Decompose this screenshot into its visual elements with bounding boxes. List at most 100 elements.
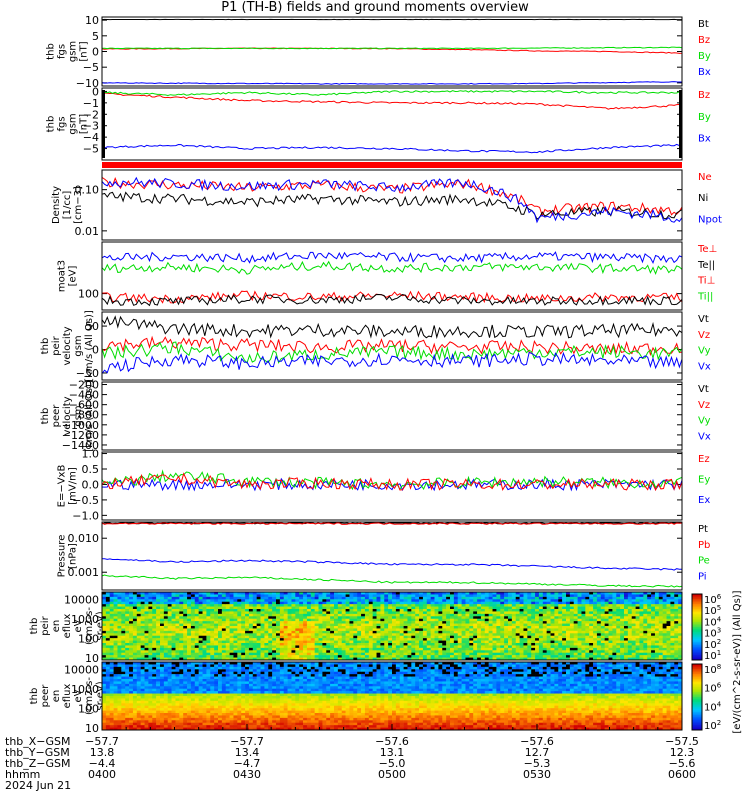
spectrogram-cell: [604, 616, 609, 620]
spectrogram-cell: [105, 700, 111, 704]
spectrogram-cell: [202, 599, 207, 603]
spectrogram-cell: [245, 645, 250, 649]
spectrogram-cell: [357, 638, 362, 641]
spectrogram-cell: [295, 655, 300, 658]
spectrogram-cell: [674, 643, 679, 646]
spectrogram-cell: [419, 621, 424, 624]
spectrogram-cell: [144, 638, 149, 641]
spectrogram-cell: [577, 630, 582, 634]
spectrogram-cell: [573, 606, 578, 610]
spectrogram-cell: [291, 609, 296, 612]
spectrogram-cell: [167, 700, 172, 704]
spectrogram-cell: [515, 626, 520, 629]
spectrogram-cell: [330, 657, 335, 661]
spectrogram-cell: [214, 613, 219, 617]
spectrogram-cell: [129, 592, 134, 595]
spectrogram-cell: [291, 645, 296, 649]
spectrogram-cell: [160, 688, 165, 692]
spectrogram-cell: [399, 592, 404, 595]
panel-frame: [101, 16, 683, 87]
spectrogram-cell: [380, 599, 385, 603]
spectrogram-cell: [129, 683, 134, 687]
spectrogram-cell: [341, 594, 346, 598]
spectrogram-cell: [670, 628, 675, 632]
spectrogram-cell: [167, 705, 172, 709]
spectrogram-cell: [500, 640, 505, 644]
spectrogram-cell: [558, 630, 563, 634]
spectrogram-cell: [395, 652, 401, 656]
spectrogram-cell: [187, 638, 192, 641]
spectrogram-cell: [125, 626, 130, 629]
y-axis-label: Pressure[nPa]: [57, 535, 79, 578]
spectrogram-cell: [291, 652, 296, 656]
spectrogram-cell: [639, 650, 644, 654]
spectrogram-cell: [589, 630, 594, 634]
spectrogram-cell: [260, 599, 265, 603]
spectrogram-cell: [132, 727, 138, 731]
spectrogram-cell: [190, 657, 196, 661]
spectrogram-cell: [314, 630, 319, 634]
spectrogram-cell: [624, 596, 629, 600]
spectrogram-cell: [148, 618, 153, 622]
spectrogram-cell: [279, 657, 285, 661]
spectrogram-cell: [504, 594, 509, 598]
spectrogram-cell: [303, 596, 308, 600]
spectrogram-cell: [349, 645, 354, 649]
spectrogram-cell: [109, 640, 114, 644]
spectrogram-cell: [187, 609, 192, 612]
spectrogram-cell: [117, 645, 122, 649]
spectrogram-cell: [241, 611, 246, 615]
spectrogram-cell: [276, 596, 281, 600]
spectrogram-cell: [121, 705, 126, 709]
spectrogram-cell: [624, 652, 629, 656]
spectrogram-cell: [291, 592, 296, 595]
spectrogram-cell: [538, 635, 544, 639]
spectrogram-cell: [620, 647, 625, 651]
spectrogram-cell: [399, 635, 404, 639]
spectrogram-cell: [291, 594, 296, 598]
spectrogram-cell: [245, 611, 250, 615]
spectrogram-cell: [109, 599, 114, 603]
spectrogram-cell: [306, 604, 312, 607]
spectrogram-cell: [589, 640, 594, 644]
spectrogram-cell: [457, 655, 462, 658]
spectrogram-cell: [376, 645, 381, 649]
spectrogram-cell: [237, 647, 242, 651]
spectrogram-cell: [140, 594, 145, 598]
spectrogram-cell: [550, 643, 555, 646]
spectrogram-cell: [183, 635, 188, 639]
spectrogram-cell: [221, 618, 227, 622]
spectrogram-cell: [148, 669, 153, 673]
spectrogram-cell: [484, 628, 489, 632]
spectrogram-cell: [314, 609, 319, 612]
spectrogram-cell: [237, 635, 242, 639]
spectrogram-cell: [566, 609, 571, 612]
spectrogram-cell: [612, 645, 617, 649]
spectrogram-cell: [171, 606, 176, 610]
spectrogram-cell: [589, 657, 594, 661]
spectrogram-cell: [593, 633, 598, 637]
spectrogram-cell: [218, 657, 223, 661]
spectrogram-cell: [190, 650, 196, 654]
spectrogram-cell: [488, 613, 493, 617]
spectrogram-cell: [105, 611, 111, 615]
spectrogram-cell: [589, 618, 594, 622]
spectrogram-cell: [399, 623, 404, 627]
spectrogram-cell: [511, 652, 517, 656]
spectrogram-cell: [136, 717, 141, 721]
spectrogram-cell: [527, 601, 532, 605]
spectrogram-cell: [152, 645, 157, 649]
spectrogram-cell: [411, 647, 416, 651]
spectrogram-cell: [144, 621, 149, 624]
spectrogram-cell: [163, 688, 169, 692]
spectrogram-cell: [392, 650, 397, 654]
spectrogram-cell: [364, 606, 370, 610]
spectrogram-cell: [264, 599, 269, 603]
spectrogram-cell: [121, 717, 126, 721]
spectrogram-cell: [140, 688, 145, 692]
spectrogram-cell: [658, 609, 663, 612]
spectrogram-cell: [183, 604, 188, 607]
spectrogram-cell: [167, 601, 172, 605]
spectrogram-cell: [295, 616, 300, 620]
